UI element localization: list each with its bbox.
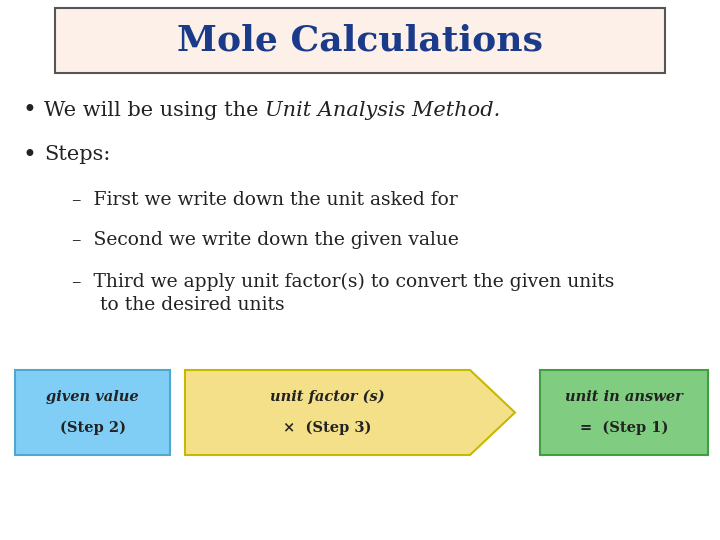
Text: –  Third we apply unit factor(s) to convert the given units: – Third we apply unit factor(s) to conve… — [72, 273, 614, 291]
Text: unit in answer: unit in answer — [565, 390, 683, 404]
FancyBboxPatch shape — [55, 8, 665, 73]
FancyBboxPatch shape — [540, 370, 708, 455]
Text: ×  (Step 3): × (Step 3) — [283, 421, 372, 435]
Text: •: • — [22, 98, 36, 122]
Text: –  First we write down the unit asked for: – First we write down the unit asked for — [72, 191, 458, 209]
Text: –  Second we write down the given value: – Second we write down the given value — [72, 231, 459, 249]
Text: Steps:: Steps: — [44, 145, 110, 165]
Text: given value: given value — [46, 390, 139, 404]
Polygon shape — [185, 370, 515, 455]
Text: Mole Calculations: Mole Calculations — [177, 24, 543, 57]
FancyBboxPatch shape — [15, 370, 170, 455]
Text: We will be using the: We will be using the — [44, 100, 265, 119]
Text: to the desired units: to the desired units — [100, 296, 284, 314]
Text: (Step 2): (Step 2) — [60, 421, 125, 435]
Text: •: • — [22, 143, 36, 167]
Text: =  (Step 1): = (Step 1) — [580, 421, 668, 435]
Text: unit factor (s): unit factor (s) — [270, 390, 384, 404]
Text: Unit Analysis Method.: Unit Analysis Method. — [265, 100, 500, 119]
